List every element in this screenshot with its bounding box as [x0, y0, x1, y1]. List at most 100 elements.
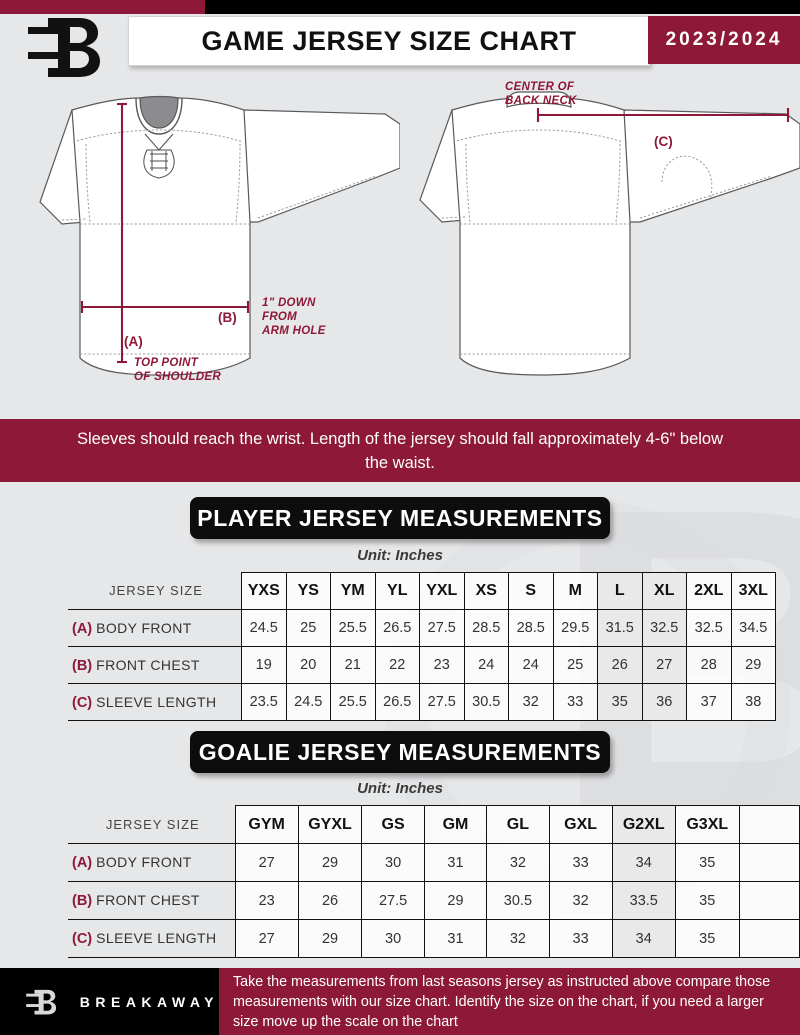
- size-column-header: YXL: [419, 572, 465, 610]
- player-measurements-table: JERSEY SIZE YXS YS YM YL YXL XS S M L XL 2XL 3XL (A) B…: [68, 572, 776, 721]
- measurement-cell: 30.5: [486, 881, 550, 920]
- size-column-header: GYXL: [297, 805, 363, 844]
- page-header: GAME JERSEY SIZE CHART 2023/2024: [0, 14, 800, 77]
- jersey-size-header-label: JERSEY SIZE: [68, 572, 242, 610]
- measurement-cell: 26: [597, 646, 643, 684]
- jersey-front-illustration: [39, 95, 400, 376]
- front-callout-b-tag: (B): [218, 310, 237, 325]
- measurement-cell: 37: [686, 683, 732, 721]
- size-column-header: GS: [361, 805, 425, 844]
- measurement-cell: 21: [330, 646, 376, 684]
- measurement-cell: 29: [730, 646, 776, 684]
- breakaway-b-logo-icon: [26, 989, 57, 1014]
- measurement-cell: 27.5: [419, 683, 465, 721]
- measurement-cell: 33: [548, 843, 613, 882]
- measurement-code: (C): [72, 931, 93, 947]
- measurement-cell: 30: [361, 919, 425, 958]
- size-column-header: GXL: [548, 805, 613, 844]
- measurement-cell: 34.5: [730, 609, 776, 647]
- measurement-cell: 28.5: [508, 609, 554, 647]
- measurement-cell: 27.5: [361, 881, 425, 920]
- size-column-header: M: [552, 572, 598, 610]
- measurement-cell: 36: [641, 683, 687, 721]
- table-row: (A) BODY FRONT 24.5 25 25.5 26.5 27.5 28.5 28.5 2…: [68, 609, 776, 647]
- size-column-header: YM: [330, 572, 376, 610]
- top-accent-maroon: [0, 0, 205, 14]
- measurement-name: SLEEVE LENGTH: [96, 930, 217, 946]
- season-badge: 2023/2024: [648, 16, 800, 64]
- measurement-cell: 31: [423, 843, 488, 882]
- breakaway-b-logo-icon: [28, 18, 100, 77]
- measurement-cell: 32: [486, 843, 550, 882]
- front-callout-a-note: TOP POINT OF SHOULDER: [134, 357, 221, 383]
- measurement-cell: 24: [508, 646, 554, 684]
- measurement-cell: 25.5: [330, 609, 376, 647]
- size-column-header: XL: [641, 572, 687, 610]
- size-column-header: S: [508, 572, 554, 610]
- page-footer: BREAKAWAY Take the measurements from las…: [0, 968, 800, 1035]
- measurement-cell: 28.5: [463, 609, 509, 647]
- size-column-header: G2XL: [611, 805, 676, 844]
- measurement-cell: 30.5: [463, 683, 509, 721]
- measurement-name: BODY FRONT: [96, 854, 192, 870]
- measurement-cell: 27: [234, 843, 299, 882]
- measurement-row-label: (A) BODY FRONT: [68, 843, 236, 882]
- measurement-note-band: Sleeves should reach the wrist. Length o…: [0, 419, 800, 482]
- size-column-header-empty: [738, 805, 800, 844]
- measurement-cell: 35: [597, 683, 643, 721]
- footer-brand-name: BREAKAWAY: [79, 993, 219, 1010]
- measurement-name: SLEEVE LENGTH: [96, 693, 217, 710]
- measurement-cell: 22: [374, 646, 420, 684]
- player-section-title: PLAYER JERSEY MEASUREMENTS: [197, 504, 603, 531]
- measurement-row-label: (B) FRONT CHEST: [68, 646, 242, 684]
- measurement-cell: 23: [419, 646, 465, 684]
- size-column-header: YS: [285, 572, 331, 610]
- size-column-header: 2XL: [686, 572, 732, 610]
- measurement-cell: 32.5: [641, 609, 687, 647]
- player-section-title-pill: PLAYER JERSEY MEASUREMENTS: [190, 497, 610, 539]
- measurement-cell: 29: [297, 843, 363, 882]
- size-column-header: GL: [486, 805, 550, 844]
- back-callout-c-tag: (C): [654, 134, 673, 149]
- measurement-cell: 35: [675, 843, 740, 882]
- table-header-row: JERSEY SIZE GYM GYXL GS GM GL GXL G2XL G3XL: [68, 805, 800, 844]
- table-header-row: JERSEY SIZE YXS YS YM YL YXL XS S M L XL 2XL 3XL: [68, 572, 776, 610]
- measurement-code: (C): [72, 694, 93, 711]
- measurement-cell: 25: [285, 609, 331, 647]
- page-title-box: GAME JERSEY SIZE CHART: [128, 16, 650, 66]
- measurement-row-label: (C) SLEEVE LENGTH: [68, 919, 236, 958]
- measurement-cell: 26.5: [374, 683, 420, 721]
- measurement-name: FRONT CHEST: [96, 892, 200, 908]
- measurement-cell: 35: [675, 919, 740, 958]
- jersey-back-illustration: [419, 91, 800, 376]
- front-callout-b-note: 1" DOWN FROM ARM HOLE: [262, 297, 326, 337]
- measurement-cell: 34: [611, 919, 676, 958]
- measurement-cell: 25: [552, 646, 598, 684]
- measurement-code: (B): [72, 657, 93, 674]
- measurement-cell: 27: [234, 919, 299, 958]
- table-row: (A) BODY FRONT 27 29 30 31 32 33 34 35: [68, 843, 800, 882]
- measurement-cell: 31: [423, 919, 488, 958]
- season-label: 2023/2024: [665, 29, 783, 50]
- measurement-code: (A): [72, 620, 93, 637]
- footer-instructions-box: Take the measurements from last seasons …: [219, 968, 800, 1035]
- measurement-cell: 26: [297, 881, 363, 920]
- goalie-measurements-table: JERSEY SIZE GYM GYXL GS GM GL GXL G2XL G3XL (A) BO…: [68, 805, 800, 958]
- measurement-cell-empty: [738, 919, 800, 958]
- measurement-name: BODY FRONT: [96, 619, 192, 636]
- measurement-cell: 27: [641, 646, 687, 684]
- measurement-cell: 34: [611, 843, 676, 882]
- size-column-header: GYM: [234, 805, 299, 844]
- goalie-section-title-pill: GOALIE JERSEY MEASUREMENTS: [190, 731, 610, 773]
- table-row: (C) SLEEVE LENGTH 27 29 30 31 32 33 34 35: [68, 919, 800, 958]
- size-column-header: YL: [374, 572, 420, 610]
- jersey-size-header-label: JERSEY SIZE: [68, 805, 236, 844]
- measurement-cell: 23.5: [241, 683, 287, 721]
- measurement-cell: 32: [548, 881, 613, 920]
- measurement-cell: 32.5: [686, 609, 732, 647]
- size-column-header: XS: [463, 572, 509, 610]
- measurement-name: FRONT CHEST: [96, 656, 200, 673]
- page-title: GAME JERSEY SIZE CHART: [201, 25, 577, 56]
- measurement-cell: 24: [463, 646, 509, 684]
